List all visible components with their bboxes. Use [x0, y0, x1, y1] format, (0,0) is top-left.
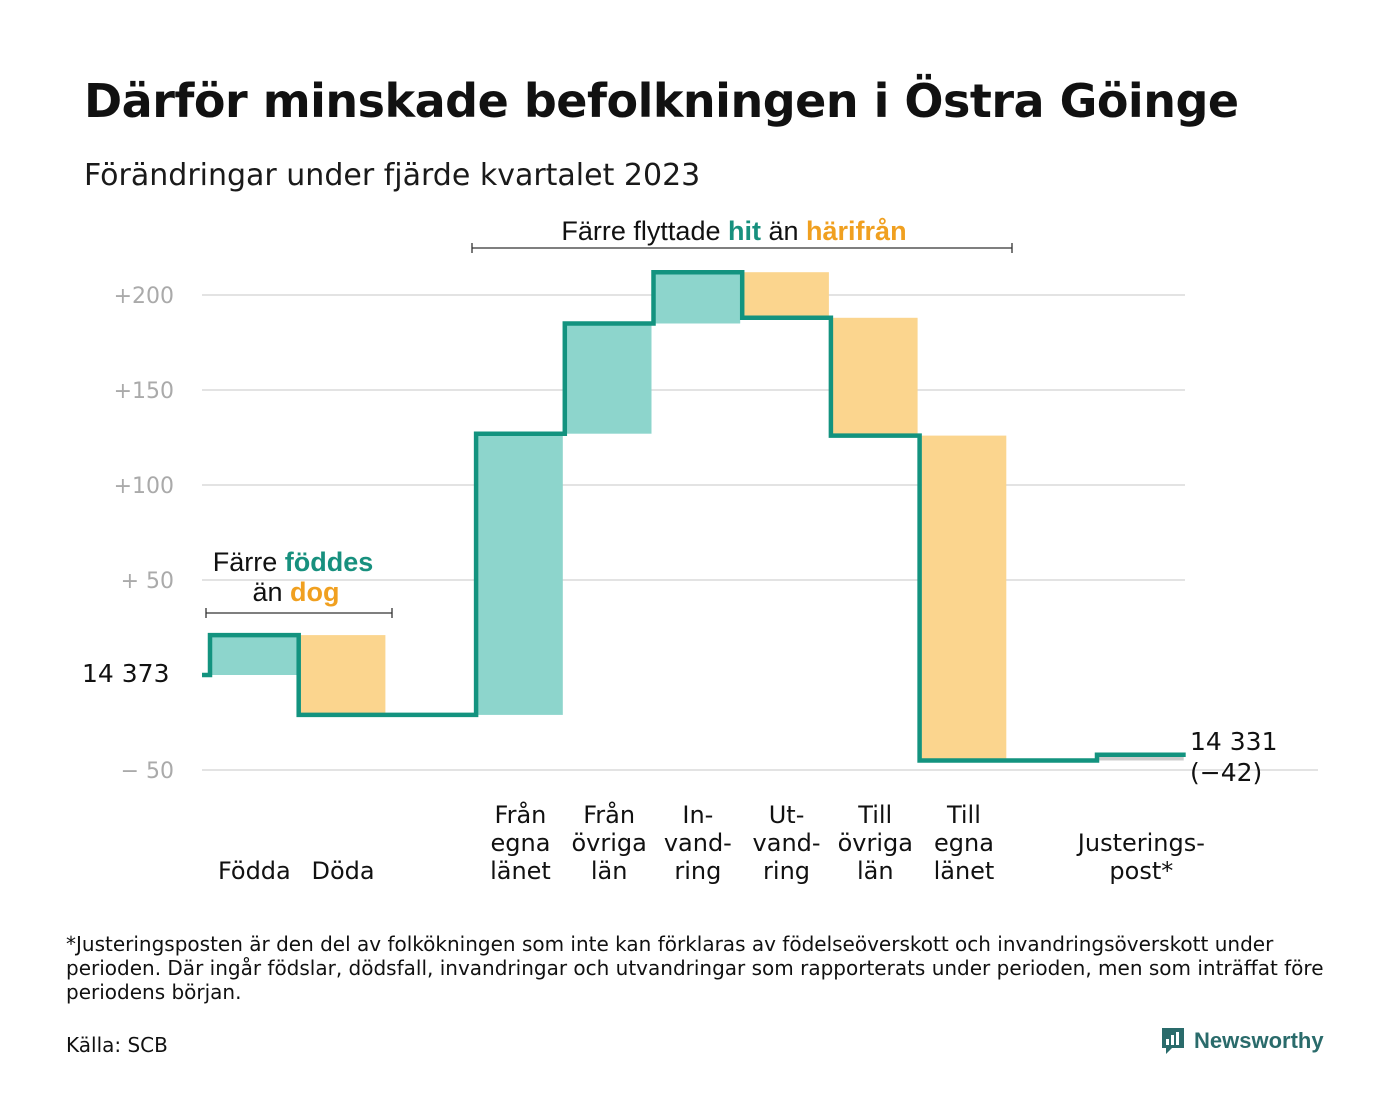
x-tick-label: länet: [934, 857, 995, 885]
y-tick-label: − 50: [121, 759, 174, 784]
x-tick-label: Födda: [218, 857, 291, 885]
bar: [832, 317, 918, 436]
annotation-bracket-births-deaths: [205, 608, 393, 618]
waterfall-chart: +200+150+100+ 50− 50 Födda DödaFrånegnalä…: [82, 216, 1318, 885]
x-tick-label: län: [857, 857, 894, 885]
x-tick-label: Från: [495, 800, 547, 829]
x-axis-labels: Födda DödaFrånegnalänetFrånövrigalänIn-va…: [218, 800, 1205, 885]
chart-subtitle: Förändringar under fjärde kvartalet 2023: [84, 158, 701, 193]
annotation-highlight-out: härifrån: [806, 216, 907, 246]
source-label: Källa: SCB: [66, 1033, 168, 1057]
newsworthy-chart-icon: [1162, 1028, 1184, 1054]
end-value-label: 14 331: [1190, 727, 1277, 756]
y-tick-label: + 50: [121, 569, 174, 594]
x-tick-label: Till: [857, 801, 892, 829]
y-tick-label: +150: [114, 379, 174, 404]
x-tick-label: Döda: [311, 857, 374, 885]
annotation-highlight-deaths: dog: [290, 577, 339, 607]
x-tick-label: övriga: [838, 829, 913, 857]
bar: [300, 635, 386, 715]
x-tick-label: In-: [682, 801, 713, 829]
bar: [921, 435, 1007, 761]
brand-logo: Newsworthy: [1160, 1026, 1324, 1056]
step-line: [202, 269, 1186, 763]
x-tick-label: vand-: [753, 829, 821, 857]
x-tick-label: egna: [934, 829, 994, 857]
x-tick-label: län: [591, 857, 628, 885]
bars: [212, 272, 1184, 761]
brand-name: Newsworthy: [1194, 1028, 1324, 1053]
annotation-migration: Färre flyttade hit än härifrån: [561, 216, 906, 246]
x-tick-label: Ut-: [769, 801, 805, 829]
x-tick-label: post*: [1109, 857, 1173, 885]
y-axis-ticks: +200 +150 +100 + 50 − 50: [114, 284, 174, 784]
annotation-highlight-in: hit: [728, 216, 761, 246]
x-tick-label: egna: [490, 829, 550, 857]
x-tick-label: länet: [490, 857, 551, 885]
annotation-births-deaths-line2: än dog: [252, 577, 339, 607]
x-tick-label: Till: [946, 801, 981, 829]
annotation-bracket-migration: [471, 243, 1013, 253]
bar: [566, 323, 652, 434]
x-tick-label: vand-: [664, 829, 732, 857]
bar: [744, 272, 829, 318]
x-tick-label: Justerings-: [1076, 829, 1205, 857]
annotation-highlight-births: föddes: [285, 547, 374, 577]
y-tick-label: +200: [114, 284, 174, 309]
y-tick-label: +100: [114, 474, 174, 499]
bar: [1099, 754, 1184, 761]
x-tick-label: ring: [763, 857, 810, 885]
bar: [212, 635, 297, 675]
bar: [655, 272, 741, 324]
x-tick-label: ring: [674, 857, 721, 885]
end-change-label: (−42): [1190, 758, 1262, 787]
start-value-label: 14 373: [82, 659, 169, 688]
footnote: *Justeringsposten är den del av folkökni…: [66, 932, 1324, 1004]
bar: [478, 433, 563, 715]
chart-title: Därför minskade befolkningen i Östra Göi…: [84, 74, 1239, 128]
cumulative-step-line: [202, 269, 1186, 763]
x-tick-label: Från: [583, 800, 635, 829]
annotation-births-deaths-line1: Färre föddes: [213, 547, 374, 577]
x-tick-label: övriga: [571, 829, 646, 857]
